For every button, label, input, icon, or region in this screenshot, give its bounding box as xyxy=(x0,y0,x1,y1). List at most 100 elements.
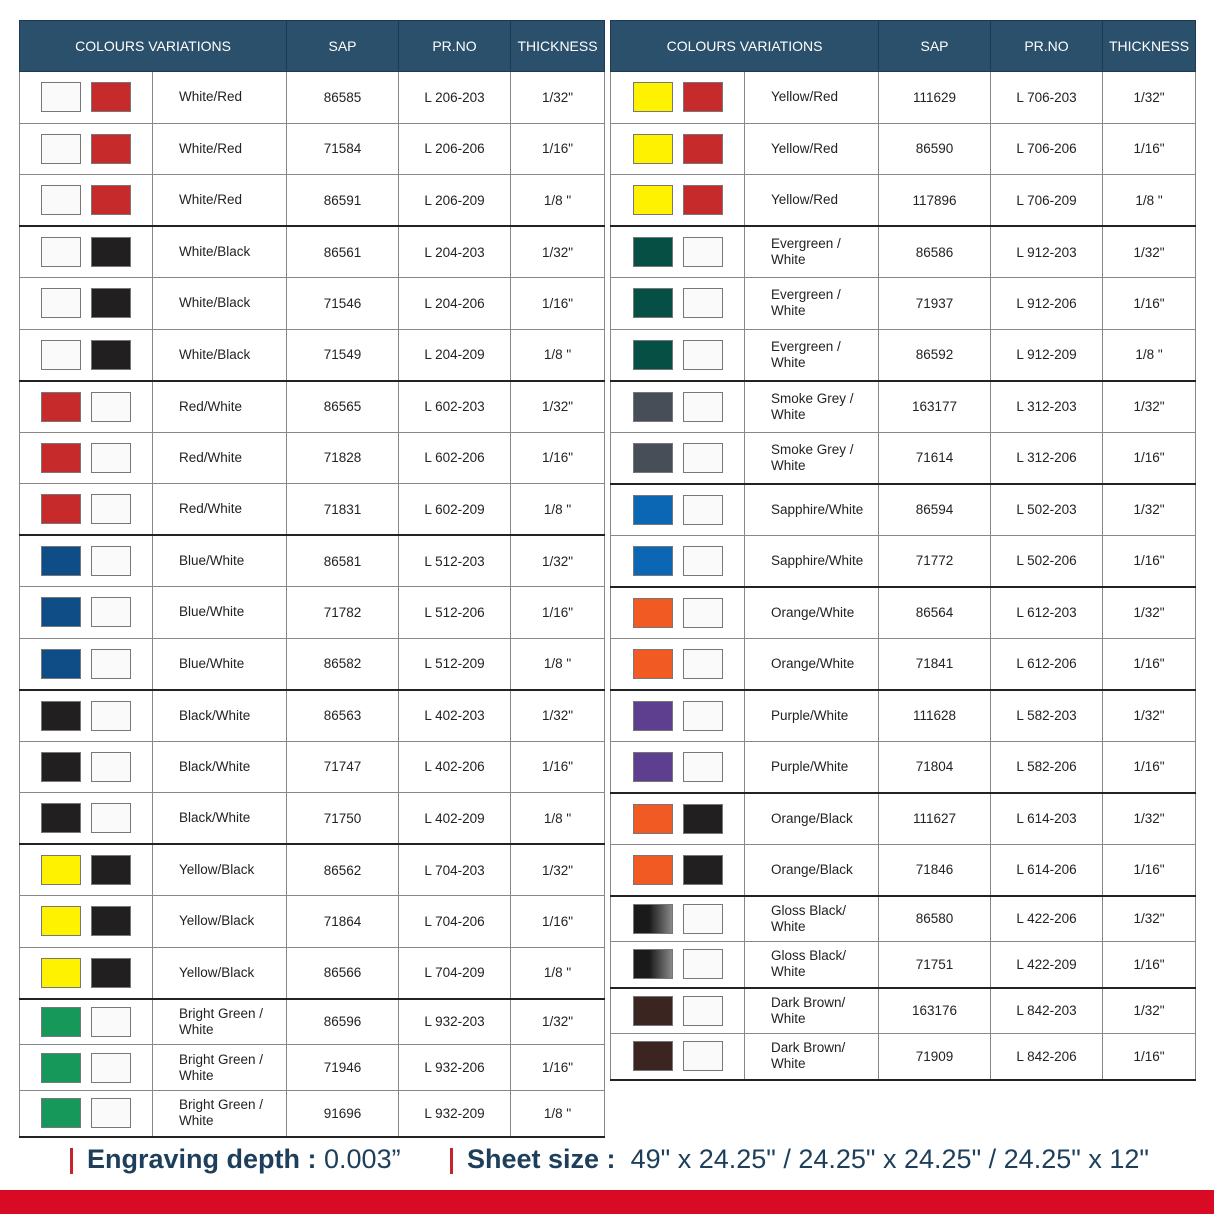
sap-cell: 163176 xyxy=(878,986,991,1034)
swatch-black xyxy=(41,751,81,782)
swatch-evergreen xyxy=(632,339,673,370)
swatch-green xyxy=(41,1098,81,1129)
prno-cell: L 842-203 xyxy=(990,986,1103,1034)
header-sap: SAP xyxy=(878,20,991,72)
prno-cell: L 706-206 xyxy=(990,122,1103,175)
swatch-white xyxy=(682,545,723,576)
colour-name: Black/White xyxy=(152,688,287,742)
table-row: Purple/White 111628 L 582-203 1/32" xyxy=(610,688,1196,742)
colour-name: White/Black xyxy=(152,225,287,278)
colour-name: White/Black xyxy=(152,277,287,330)
colour-name: Black/White xyxy=(152,740,287,793)
colour-name: Yellow/Black xyxy=(152,843,287,896)
colour-swatches xyxy=(19,843,153,896)
sap-cell: 71831 xyxy=(286,483,399,536)
thickness-cell: 1/8 " xyxy=(510,946,605,999)
colour-swatches xyxy=(610,740,745,793)
table-header: COLOURS VARIATIONS SAP PR.NO THICKNESS xyxy=(19,20,605,72)
swatch-purple xyxy=(632,700,673,731)
colour-name: Smoke Grey / White xyxy=(744,431,879,484)
swatch-blue xyxy=(41,648,81,679)
sap-cell: 163177 xyxy=(878,379,991,433)
prno-cell: L 402-203 xyxy=(398,688,511,742)
swatch-orange xyxy=(632,803,673,834)
swatch-red xyxy=(41,391,81,422)
colour-swatches xyxy=(19,225,153,278)
table-row: Orange/White 86564 L 612-203 1/32" xyxy=(610,585,1196,639)
swatch-yellow xyxy=(632,185,673,215)
thickness-cell: 1/16" xyxy=(510,586,605,639)
sap-cell: 71841 xyxy=(878,637,991,690)
thickness-cell: 1/32" xyxy=(510,997,605,1045)
thickness-cell: 1/16" xyxy=(1102,941,1196,988)
swatch-white xyxy=(682,648,723,679)
colour-name: Blue/White xyxy=(152,534,287,587)
swatch-white xyxy=(682,494,723,525)
colour-swatches xyxy=(19,637,153,690)
colour-name: Yellow/Black xyxy=(152,895,287,948)
swatch-black xyxy=(91,957,131,988)
swatch-white xyxy=(91,494,131,524)
thickness-cell: 1/32" xyxy=(1102,791,1196,845)
sap-cell: 71772 xyxy=(878,534,991,587)
prno-cell: L 704-209 xyxy=(398,946,511,999)
thickness-cell: 1/32" xyxy=(1102,986,1196,1034)
sap-cell: 86565 xyxy=(286,379,399,433)
colour-swatches xyxy=(610,431,745,484)
colour-swatches xyxy=(19,483,153,536)
sap-cell: 71750 xyxy=(286,792,399,845)
colour-swatches xyxy=(610,482,745,536)
colour-name: Bright Green / White xyxy=(152,1090,287,1137)
swatch-gloss xyxy=(632,949,673,980)
prno-cell: L 704-206 xyxy=(398,895,511,948)
prno-cell: L 912-206 xyxy=(990,277,1103,330)
sap-cell: 86594 xyxy=(878,482,991,536)
colour-swatches xyxy=(19,71,153,124)
colour-swatches xyxy=(19,740,153,793)
sap-cell: 111629 xyxy=(878,71,991,124)
prno-cell: L 512-206 xyxy=(398,586,511,639)
colour-name: Bright Green / White xyxy=(152,1044,287,1091)
thickness-cell: 1/8 " xyxy=(510,174,605,227)
swatch-white xyxy=(91,803,131,833)
table-row: Black/White 71747 L 402-206 1/16" xyxy=(19,740,605,793)
colour-name: Gloss Black/ White xyxy=(744,894,879,942)
colour-swatches xyxy=(19,586,153,639)
thickness-cell: 1/32" xyxy=(510,71,605,124)
swatch-white xyxy=(682,949,723,980)
table-row: Smoke Grey / White 71614 L 312-206 1/16" xyxy=(610,431,1196,484)
prno-cell: L 402-206 xyxy=(398,740,511,793)
colour-swatches xyxy=(610,637,745,690)
colour-swatches xyxy=(19,122,153,175)
swatch-black xyxy=(91,339,131,370)
table-row: Gloss Black/ White 71751 L 422-209 1/16" xyxy=(610,941,1196,988)
table-row: Red/White 71828 L 602-206 1/16" xyxy=(19,431,605,484)
prno-cell: L 402-209 xyxy=(398,792,511,845)
swatch-yellow xyxy=(41,957,81,988)
swatch-white xyxy=(682,339,723,370)
sap-cell: 117896 xyxy=(878,174,991,227)
prno-cell: L 502-203 xyxy=(990,482,1103,536)
swatch-brown xyxy=(632,1041,673,1072)
colour-swatches xyxy=(19,328,153,381)
header-thickness: THICKNESS xyxy=(510,20,605,72)
sap-cell: 71946 xyxy=(286,1044,399,1091)
thickness-cell: 1/16" xyxy=(1102,1033,1196,1080)
swatch-orange xyxy=(632,648,673,679)
colour-name: Gloss Black/ White xyxy=(744,941,879,988)
colour-name: White/Black xyxy=(152,328,287,381)
swatch-black xyxy=(91,237,131,267)
prno-cell: L 312-203 xyxy=(990,379,1103,433)
colour-swatches xyxy=(610,122,745,175)
prno-cell: L 422-206 xyxy=(990,894,1103,942)
thickness-cell: 1/16" xyxy=(1102,534,1196,587)
sap-cell: 111627 xyxy=(878,791,991,845)
table-row: White/Red 86591 L 206-209 1/8 " xyxy=(19,174,605,227)
swatch-white xyxy=(682,903,723,934)
sap-cell: 71804 xyxy=(878,740,991,793)
swatch-red xyxy=(682,133,723,164)
thickness-cell: 1/32" xyxy=(1102,482,1196,536)
colour-swatches xyxy=(610,534,745,587)
table-row: Black/White 86563 L 402-203 1/32" xyxy=(19,688,605,742)
divider xyxy=(450,1147,453,1174)
